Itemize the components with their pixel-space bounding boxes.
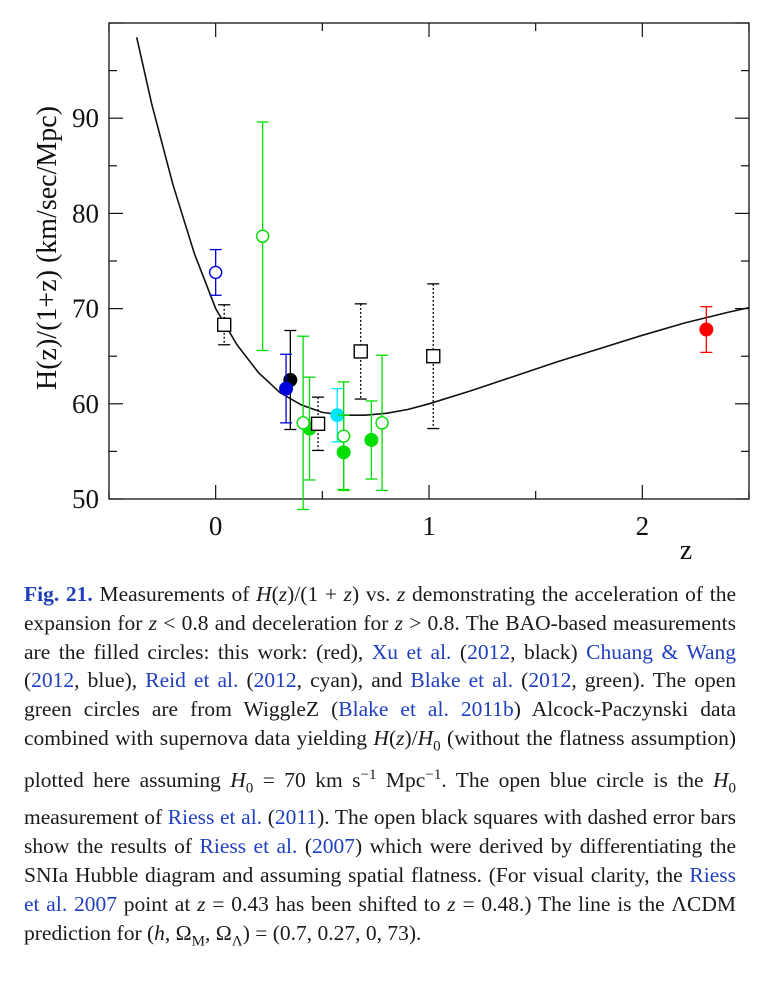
caption-text: ) = (0.7, 0.27, 0, 73). xyxy=(242,920,422,945)
caption-text: z xyxy=(447,891,456,916)
caption-text: )/(1 + xyxy=(287,582,344,606)
caption-text: −1 xyxy=(425,767,442,784)
x-tick-label: 2 xyxy=(636,511,650,541)
caption-text: H xyxy=(712,768,729,793)
citation-link[interactable]: Reid et al. xyxy=(145,668,239,693)
caption-text: H xyxy=(373,725,389,750)
data-point-open xyxy=(208,265,223,280)
x-tick-label: 0 xyxy=(209,511,223,541)
caption-text: )/ xyxy=(404,725,418,750)
figure-caption: Fig. 21. Measurements of H(z)/(1 + z) vs… xyxy=(24,580,736,956)
caption-text: , blue), xyxy=(74,668,146,693)
caption-text: Measurements of xyxy=(92,582,257,606)
citation-link[interactable]: Blake et al. 2011b xyxy=(338,697,514,722)
caption-text: ) vs. xyxy=(352,582,398,606)
y-tick-label: 60 xyxy=(72,389,99,419)
y-tick-label: 90 xyxy=(72,103,99,133)
axes: 0 1 2 50 60 70 80 90 xyxy=(72,22,750,541)
citation-link[interactable]: 2007 xyxy=(312,834,356,859)
caption-text: ( xyxy=(262,805,275,830)
caption-text: z xyxy=(394,610,403,635)
caption-text: , Ω xyxy=(205,920,232,945)
caption-text: point at xyxy=(117,891,198,916)
caption-text: 0 xyxy=(728,780,736,797)
data-point-filled xyxy=(364,432,379,447)
caption-text: , cyan), and xyxy=(296,668,411,693)
citation-link[interactable]: Xu et al. xyxy=(371,639,452,664)
y-axis-title: H(z)/(1+z) (km/sec/Mpc) xyxy=(32,106,63,390)
caption-text: > 0.8. The BAO-based measurements are th… xyxy=(24,610,737,664)
caption-text: ( xyxy=(271,582,279,606)
caption-text: z xyxy=(278,582,288,606)
citation-link[interactable]: 2012 xyxy=(467,639,511,664)
caption-text: 0 xyxy=(245,780,254,797)
caption-text: H xyxy=(417,725,434,750)
caption-text: , green). The open green circles are fro… xyxy=(24,668,736,722)
citation-link[interactable]: Riess et al. xyxy=(167,805,263,830)
caption-text: demonstrating the acceleration of the ex… xyxy=(24,582,736,635)
caption-text: ) which were derived by differentiating … xyxy=(24,834,737,887)
citation-link[interactable]: 2012 xyxy=(31,668,75,693)
caption-text: ) Alcock-Paczynski data combined with su… xyxy=(24,697,736,750)
plot-frame xyxy=(108,22,750,500)
caption-text: = 70 km s xyxy=(253,768,361,793)
data-point-filled xyxy=(279,381,294,396)
caption-text: = 0.48.) The line is the ΛCDM prediction… xyxy=(24,891,736,945)
citation-link[interactable]: 2011 xyxy=(274,805,318,830)
caption-text: −1 xyxy=(360,767,377,784)
data-point-open xyxy=(375,416,389,430)
data-point-square xyxy=(310,416,326,431)
model-line-group xyxy=(135,37,750,416)
caption-text: z xyxy=(343,582,353,606)
x-tick-label: 1 xyxy=(422,511,436,541)
caption-label: Fig. 21. xyxy=(24,582,93,606)
caption-text: . The open blue circle is the xyxy=(441,768,713,793)
figure-21-chart: 0 1 2 50 60 70 80 90 z H(z)/(1+z) (km/sec/Mpc) xyxy=(32,22,750,566)
caption-text: = 0.43 has been shifted to xyxy=(205,891,448,916)
caption-text: ( xyxy=(513,668,529,693)
data-point-open xyxy=(336,429,351,443)
data-point-square xyxy=(353,344,368,359)
data-point-open xyxy=(296,416,310,430)
caption-text: , Ω xyxy=(164,920,192,945)
citation-link[interactable]: Blake et al. xyxy=(410,668,514,693)
caption-text: < 0.8 and deceleration for xyxy=(157,610,395,635)
caption-text: measurement of xyxy=(24,805,168,830)
caption-text: Λ xyxy=(231,932,243,949)
citation-link[interactable]: Riess et al. xyxy=(199,834,298,859)
caption-text: (without the flatness assumption) plotte… xyxy=(24,725,737,793)
caption-text: z xyxy=(148,610,158,635)
caption-text: z xyxy=(397,582,406,606)
data-point-square xyxy=(216,317,232,332)
caption-text: z xyxy=(197,891,206,916)
citation-link[interactable]: 2012 xyxy=(253,668,297,693)
caption-text: ( xyxy=(238,668,254,693)
y-tick-label: 50 xyxy=(72,484,99,514)
x-axis-title: z xyxy=(680,535,692,566)
caption-text: ( xyxy=(451,639,468,664)
caption-text: ( xyxy=(297,834,313,859)
caption-text: Mpc xyxy=(376,768,426,793)
caption-text: ( xyxy=(24,668,32,693)
citation-link[interactable]: Chuang & Wang xyxy=(586,639,736,664)
chart-svg: 0 1 2 50 60 70 80 90 z H(z)/(1+z) (km/sec/Mpc) xyxy=(32,22,750,566)
data-point-square xyxy=(426,349,441,364)
data-points-group xyxy=(208,121,714,511)
lcdm-model-line xyxy=(135,37,750,416)
caption-text: 0 xyxy=(433,738,441,755)
y-tick-label: 70 xyxy=(72,294,99,324)
caption-text: h xyxy=(154,920,165,945)
caption-text: z xyxy=(396,725,405,750)
data-point-open xyxy=(255,229,270,243)
y-tick-label: 80 xyxy=(72,198,99,228)
citation-link[interactable]: Riess et al. 2007 xyxy=(24,862,736,916)
citation-link[interactable]: 2012 xyxy=(528,668,572,693)
caption-text: M xyxy=(191,932,206,949)
caption-text: H xyxy=(230,768,246,793)
caption-text: H xyxy=(256,582,272,606)
caption-text: ). The open black squares with dashed er… xyxy=(24,805,737,859)
data-point-filled xyxy=(699,322,714,337)
caption-text: ( xyxy=(388,725,397,750)
caption-text: , black) xyxy=(510,639,587,664)
